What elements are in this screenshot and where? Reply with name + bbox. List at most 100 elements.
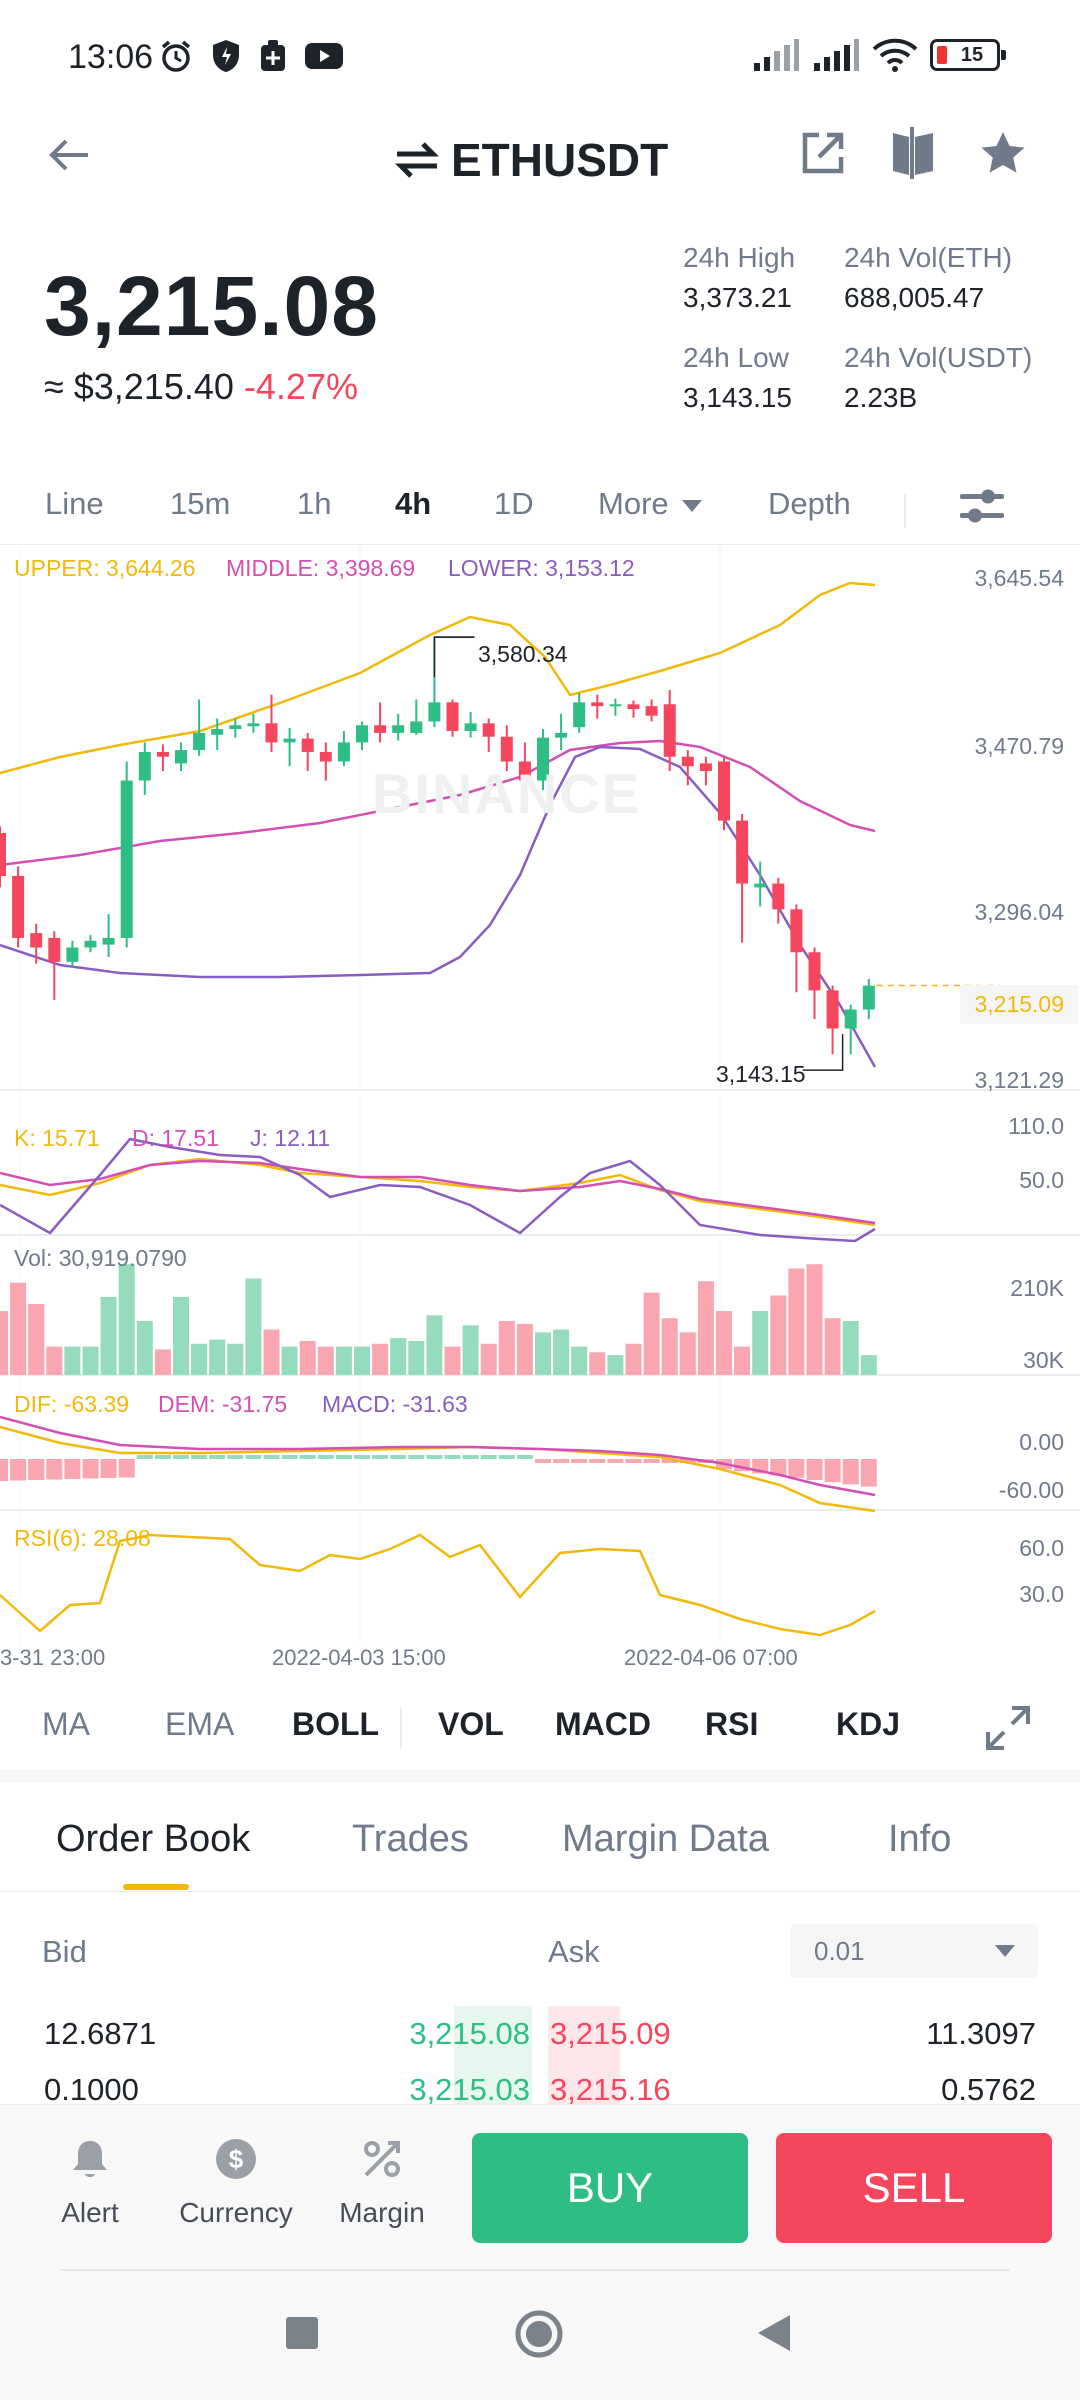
indicator-ma[interactable]: MA bbox=[42, 1706, 90, 1743]
macd-histogram-bar bbox=[227, 1455, 243, 1459]
currency-button[interactable]: $ Currency bbox=[166, 2135, 306, 2229]
boll-upper-label: UPPER: 3,644.26 bbox=[14, 555, 196, 582]
candle-body bbox=[139, 752, 151, 781]
star-icon[interactable] bbox=[976, 126, 1030, 180]
candle-body bbox=[483, 723, 495, 736]
stat-high: 24h High 3,373.21 bbox=[683, 242, 795, 314]
stat-vol-usdt: 24h Vol(USDT) 2.23B bbox=[844, 342, 1032, 414]
back-button[interactable] bbox=[38, 120, 98, 190]
margin-button[interactable]: Margin bbox=[312, 2135, 452, 2229]
kdj-axis-label: 50.0 bbox=[1019, 1167, 1064, 1194]
alert-button[interactable]: Alert bbox=[20, 2135, 160, 2229]
volume-bar bbox=[571, 1347, 587, 1375]
bid-price: 3,215.03 bbox=[409, 2072, 530, 2108]
home-icon[interactable] bbox=[514, 2309, 564, 2359]
volume-bar bbox=[680, 1332, 696, 1375]
alert-label: Alert bbox=[20, 2197, 160, 2229]
volume-bar bbox=[626, 1344, 642, 1375]
fullscreen-icon[interactable] bbox=[984, 1704, 1032, 1752]
volume-bar bbox=[300, 1341, 316, 1375]
indicator-vol[interactable]: VOL bbox=[438, 1706, 504, 1743]
youtube-icon bbox=[304, 41, 344, 71]
high-marker-label: 3,580.34 bbox=[478, 641, 568, 668]
chart-settings-icon[interactable] bbox=[958, 484, 1006, 528]
indicator-rsi[interactable]: RSI bbox=[705, 1706, 758, 1743]
macd-histogram-bar bbox=[119, 1459, 135, 1478]
candle-body bbox=[320, 752, 332, 762]
volume-bar bbox=[807, 1264, 823, 1375]
boll-lower-label: LOWER: 3,153.12 bbox=[448, 555, 635, 582]
tab-1d[interactable]: 1D bbox=[494, 486, 534, 522]
volume-bar bbox=[426, 1315, 442, 1375]
macd-histogram-bar bbox=[517, 1455, 533, 1459]
stat-vol-eth: 24h Vol(ETH) 688,005.47 bbox=[844, 242, 1012, 314]
indicator-ema[interactable]: EMA bbox=[165, 1706, 234, 1743]
back-arrow-icon bbox=[46, 137, 90, 173]
percent-icon bbox=[360, 2137, 404, 2181]
indicator-macd[interactable]: MACD bbox=[555, 1706, 651, 1743]
pair-selector[interactable]: ETHUSDT bbox=[395, 120, 668, 200]
tab-1h[interactable]: 1h bbox=[297, 486, 331, 522]
macd-histogram-bar bbox=[101, 1459, 117, 1478]
volume-bar bbox=[535, 1332, 551, 1375]
macd-histogram-bar bbox=[535, 1459, 551, 1463]
price-axis-label: 3,121.29 bbox=[974, 1067, 1064, 1094]
candle-body bbox=[863, 986, 875, 1010]
candle-body bbox=[211, 729, 223, 735]
macd-histogram-bar bbox=[64, 1459, 80, 1479]
candle-body bbox=[465, 723, 477, 731]
volume-bar bbox=[46, 1347, 62, 1375]
indicator-boll[interactable]: BOLL bbox=[292, 1706, 379, 1743]
tab-4h[interactable]: 4h bbox=[395, 486, 431, 522]
volume-bar bbox=[101, 1297, 117, 1375]
volume-bar bbox=[245, 1278, 261, 1375]
volume-bar bbox=[589, 1352, 605, 1375]
section-divider bbox=[0, 1770, 1080, 1782]
margin-label: Margin bbox=[312, 2197, 452, 2229]
candle-body bbox=[175, 750, 187, 763]
macd-axis-label: -60.00 bbox=[999, 1477, 1064, 1504]
orderbook-row[interactable]: 12.6871 3,215.08 3,215.09 11.3097 bbox=[0, 2006, 1080, 2064]
macd-histogram-bar bbox=[807, 1459, 823, 1480]
volume-bar bbox=[227, 1344, 243, 1375]
low-marker-label: 3,143.15 bbox=[716, 1061, 806, 1088]
macd-histogram-bar bbox=[644, 1459, 660, 1463]
indicator-kdj[interactable]: KDJ bbox=[836, 1706, 900, 1743]
volume-bar bbox=[191, 1344, 207, 1375]
volume-bar bbox=[64, 1347, 80, 1375]
tab-more[interactable]: More bbox=[598, 486, 703, 522]
stat-low: 24h Low 3,143.15 bbox=[683, 342, 792, 414]
volume-bar bbox=[137, 1321, 153, 1375]
tab-margin-data[interactable]: Margin Data bbox=[562, 1818, 769, 1861]
status-icons-left bbox=[158, 38, 344, 74]
kline-chart[interactable]: BINANCE UPPER: 3,644.26 MIDDLE: 3,398.69… bbox=[0, 544, 1080, 1644]
ask-price: 3,215.09 bbox=[550, 2016, 671, 2052]
volume-bar bbox=[788, 1269, 804, 1376]
sell-button[interactable]: SELL bbox=[776, 2133, 1052, 2243]
buy-button[interactable]: BUY bbox=[472, 2133, 748, 2243]
volume-bar bbox=[825, 1318, 841, 1375]
tab-info[interactable]: Info bbox=[888, 1818, 951, 1861]
macd-histogram-bar bbox=[607, 1459, 623, 1463]
price-axis-label: 3,645.54 bbox=[974, 565, 1064, 592]
bottom-divider bbox=[60, 2269, 1010, 2271]
candle-body bbox=[718, 761, 730, 820]
price-axis-label: 3,470.79 bbox=[974, 733, 1064, 760]
high-marker-line bbox=[434, 637, 474, 677]
tab-15m[interactable]: 15m bbox=[170, 486, 230, 522]
tab-order-book[interactable]: Order Book bbox=[56, 1818, 250, 1861]
alarm-icon bbox=[158, 38, 194, 74]
tab-depth[interactable]: Depth bbox=[768, 486, 851, 522]
tab-line[interactable]: Line bbox=[45, 486, 104, 522]
back-nav-icon[interactable] bbox=[756, 2313, 792, 2353]
compare-icon[interactable] bbox=[886, 126, 940, 180]
tab-trades[interactable]: Trades bbox=[352, 1818, 469, 1861]
volume-bar bbox=[716, 1311, 732, 1375]
precision-select[interactable]: 0.01 bbox=[790, 1924, 1038, 1978]
boll-middle-label: MIDDLE: 3,398.69 bbox=[226, 555, 415, 582]
caret-down-icon bbox=[681, 499, 703, 513]
recents-icon[interactable] bbox=[284, 2315, 320, 2351]
share-icon[interactable] bbox=[796, 126, 850, 180]
stat-vol-eth-label: 24h Vol(ETH) bbox=[844, 242, 1012, 274]
date-axis-label: 3-31 23:00 bbox=[0, 1645, 105, 1671]
